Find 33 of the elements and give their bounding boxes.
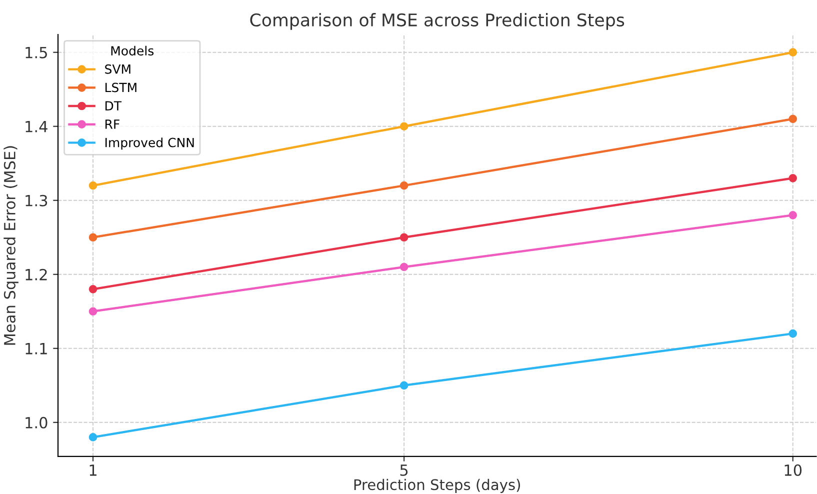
y-tick-label: 1.3 bbox=[26, 194, 48, 206]
y-tick-label: 1.2 bbox=[26, 268, 47, 280]
y-tick-label: 1.4 bbox=[26, 121, 48, 132]
legend-label: DT bbox=[105, 101, 122, 110]
point bbox=[400, 233, 408, 242]
point bbox=[400, 262, 408, 272]
y-tick-label: 1.1 bbox=[26, 343, 47, 354]
legend-label: RF bbox=[105, 120, 120, 129]
y-tick-label: 1.0 bbox=[26, 416, 48, 428]
x-tick-label: 1 bbox=[90, 464, 96, 476]
point bbox=[400, 381, 408, 390]
y-tick-label: 1.5 bbox=[26, 47, 47, 58]
point bbox=[88, 181, 98, 190]
point bbox=[788, 329, 798, 338]
x-tick-label: 5 bbox=[400, 464, 408, 476]
legend-label: LSTM bbox=[105, 82, 136, 92]
point bbox=[400, 181, 408, 190]
point bbox=[88, 307, 98, 316]
point bbox=[400, 122, 408, 131]
point bbox=[788, 174, 798, 182]
y-axis-title: Mean Squared Error (MSE) bbox=[4, 146, 18, 345]
point bbox=[788, 48, 798, 57]
point bbox=[88, 233, 98, 242]
legend-label: SVM bbox=[105, 64, 130, 74]
chart-title: Comparison of MSE across Prediction Steps bbox=[250, 13, 624, 30]
x-tick-label: 10 bbox=[784, 464, 802, 476]
legend-label: Improved CNN bbox=[105, 138, 194, 150]
point bbox=[788, 211, 798, 220]
legend-title: Models bbox=[111, 46, 154, 56]
point bbox=[88, 285, 98, 294]
point bbox=[88, 433, 98, 442]
point bbox=[788, 114, 798, 124]
x-axis-title: Prediction Steps (days) bbox=[354, 478, 520, 493]
